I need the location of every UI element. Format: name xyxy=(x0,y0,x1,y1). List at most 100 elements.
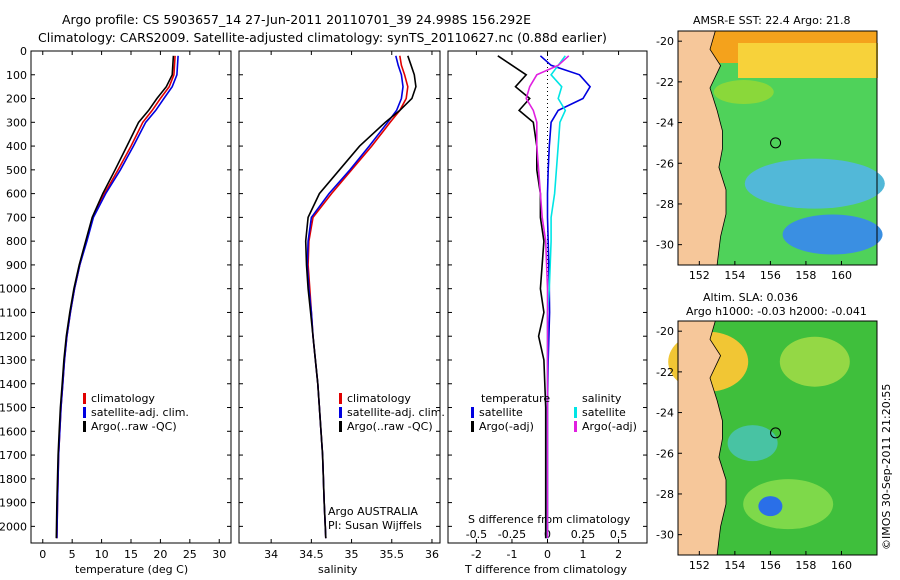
sst-ytick-label: -26 xyxy=(656,157,674,170)
legend-label-temperature: Argo(..raw -QC) xyxy=(91,420,177,433)
ytick-label-depth: 1700 xyxy=(0,449,27,462)
legend-swatch-salinity xyxy=(339,407,342,418)
sla-xtick-label: 158 xyxy=(795,559,816,572)
sst-map-title: AMSR-E SST: 22.4 Argo: 21.8 xyxy=(693,14,851,27)
sst-ytick-label: -22 xyxy=(656,76,674,89)
legend-label-diff-temperature: satellite xyxy=(479,406,523,419)
stick-label-diff: -0.25 xyxy=(498,528,526,541)
legend-swatch-salinity xyxy=(339,421,342,432)
profile-title: Argo profile: CS 5903657_14 27-Jun-2011 … xyxy=(62,12,532,27)
xtick-label-temperature: 30 xyxy=(212,548,226,561)
sla-map-title-1: Altim. SLA: 0.036 xyxy=(703,291,799,304)
ytick-label-depth: 1600 xyxy=(0,425,27,438)
sst-xtick-label: 160 xyxy=(831,269,852,282)
sst-cold-patch xyxy=(782,214,883,255)
sst-map xyxy=(677,30,885,266)
xtick-label-difference: -1 xyxy=(506,548,517,561)
ytick-label-depth: 1400 xyxy=(0,378,27,391)
xtick-label-salinity: 35.5 xyxy=(380,548,405,561)
ytick-label-depth: 200 xyxy=(6,93,27,106)
sla-map-title-2: Argo h1000: -0.03 h2000: -0.041 xyxy=(686,305,867,318)
legend-label-diff-temperature: Argo(-adj) xyxy=(479,420,534,433)
sla-xtick-label: 160 xyxy=(831,559,852,572)
ytick-label-depth: 600 xyxy=(6,188,27,201)
sst-argo-marker xyxy=(770,137,782,149)
xtick-label-temperature: 15 xyxy=(124,548,138,561)
ytick-label-depth: 1900 xyxy=(0,497,27,510)
sla-xtick-label: 152 xyxy=(689,559,710,572)
legend-swatch-temperature xyxy=(83,421,86,432)
legend-title-temperature: temperature xyxy=(481,392,550,405)
stick-label-diff: 0.25 xyxy=(571,528,596,541)
stick-label-diff: 0.5 xyxy=(610,528,628,541)
s-diff-xlabel: S difference from climatology xyxy=(468,513,631,526)
xtick-label-difference: 0 xyxy=(544,548,551,561)
series-line-temperature xyxy=(56,55,176,539)
xtick-label-temperature: 20 xyxy=(153,548,167,561)
sla-land xyxy=(677,320,727,556)
sst-xtick-label: 152 xyxy=(689,269,710,282)
sla-xtick-label: 154 xyxy=(724,559,745,572)
ytick-label-depth: 1500 xyxy=(0,402,27,415)
ytick-label-depth: 1800 xyxy=(0,473,27,486)
stick-label-diff: -0.5 xyxy=(466,528,487,541)
sla-xtick-label: 156 xyxy=(760,559,781,572)
sst-land xyxy=(677,30,727,266)
ytick-label-depth: 1300 xyxy=(0,354,27,367)
legend-label-salinity: Argo(..raw -QC) xyxy=(347,420,433,433)
panel-frame-salinity xyxy=(238,50,441,544)
ytick-label-depth: 1200 xyxy=(0,330,27,343)
argo-annotation-1: Argo AUSTRALIA xyxy=(328,505,418,518)
legend-label-diff-salinity: satellite xyxy=(582,406,626,419)
ytick-label-depth: 700 xyxy=(6,211,27,224)
ytick-label-depth: 2000 xyxy=(0,520,27,533)
ytick-label-depth: 0 xyxy=(20,45,27,58)
ytick-label-depth: 300 xyxy=(6,116,27,129)
legend-swatch-temperature xyxy=(83,393,86,404)
legend-label-diff-salinity: Argo(-adj) xyxy=(582,420,637,433)
ytick-label-depth: 400 xyxy=(6,140,27,153)
sst-xtick-label: 158 xyxy=(795,269,816,282)
legend-swatch-diff-temperature xyxy=(471,421,474,432)
sst-xtick-label: 154 xyxy=(724,269,745,282)
sla-low-eddy xyxy=(758,496,783,517)
series-line-temperature xyxy=(55,55,175,539)
series-line-salinity xyxy=(306,55,404,539)
ytick-label-depth: 500 xyxy=(6,164,27,177)
ytick-label-depth: 1000 xyxy=(0,283,27,296)
sla-ytick-label: -28 xyxy=(656,488,674,501)
legend-label-salinity: climatology xyxy=(347,392,411,405)
sla-ytick-label: -20 xyxy=(656,325,674,338)
sst-map-frame xyxy=(677,30,878,266)
legend-swatch-temperature xyxy=(83,407,86,418)
legend-label-salinity: satellite-adj. clim. xyxy=(347,406,445,419)
sst-ytick-label: -28 xyxy=(656,198,674,211)
panel-frame-temperature xyxy=(30,50,232,544)
sla-map xyxy=(668,320,878,556)
xtick-label-temperature: 0 xyxy=(39,548,46,561)
argo-annotation-2: PI: Susan Wijffels xyxy=(328,519,422,532)
legend-label-temperature: climatology xyxy=(91,392,155,405)
sst-ytick-label: -24 xyxy=(656,117,674,130)
sst-ytick-label: -20 xyxy=(656,35,674,48)
sst-lime-patch xyxy=(713,80,774,105)
series-line-temperature xyxy=(56,55,179,539)
legend-swatch-diff-temperature xyxy=(471,407,474,418)
sst-cool-patch xyxy=(744,158,885,209)
xtick-label-salinity: 34 xyxy=(264,548,278,561)
ytick-label-depth: 1100 xyxy=(0,306,27,319)
legend-swatch-diff-salinity xyxy=(574,407,577,418)
xtick-label-difference: -2 xyxy=(471,548,482,561)
legend-swatch-salinity xyxy=(339,393,342,404)
ytick-label-depth: 100 xyxy=(6,69,27,82)
sst-yellow-band xyxy=(738,43,878,78)
sla-ytick-label: -30 xyxy=(656,529,674,542)
sla-ytick-label: -26 xyxy=(656,447,674,460)
xtick-label-salinity: 35 xyxy=(345,548,359,561)
sst-xtick-label: 156 xyxy=(760,269,781,282)
xtick-label-difference: 2 xyxy=(615,548,622,561)
legend-label-temperature: satellite-adj. clim. xyxy=(91,406,189,419)
xtick-label-temperature: 25 xyxy=(183,548,197,561)
sla-patch-ne xyxy=(779,336,850,387)
